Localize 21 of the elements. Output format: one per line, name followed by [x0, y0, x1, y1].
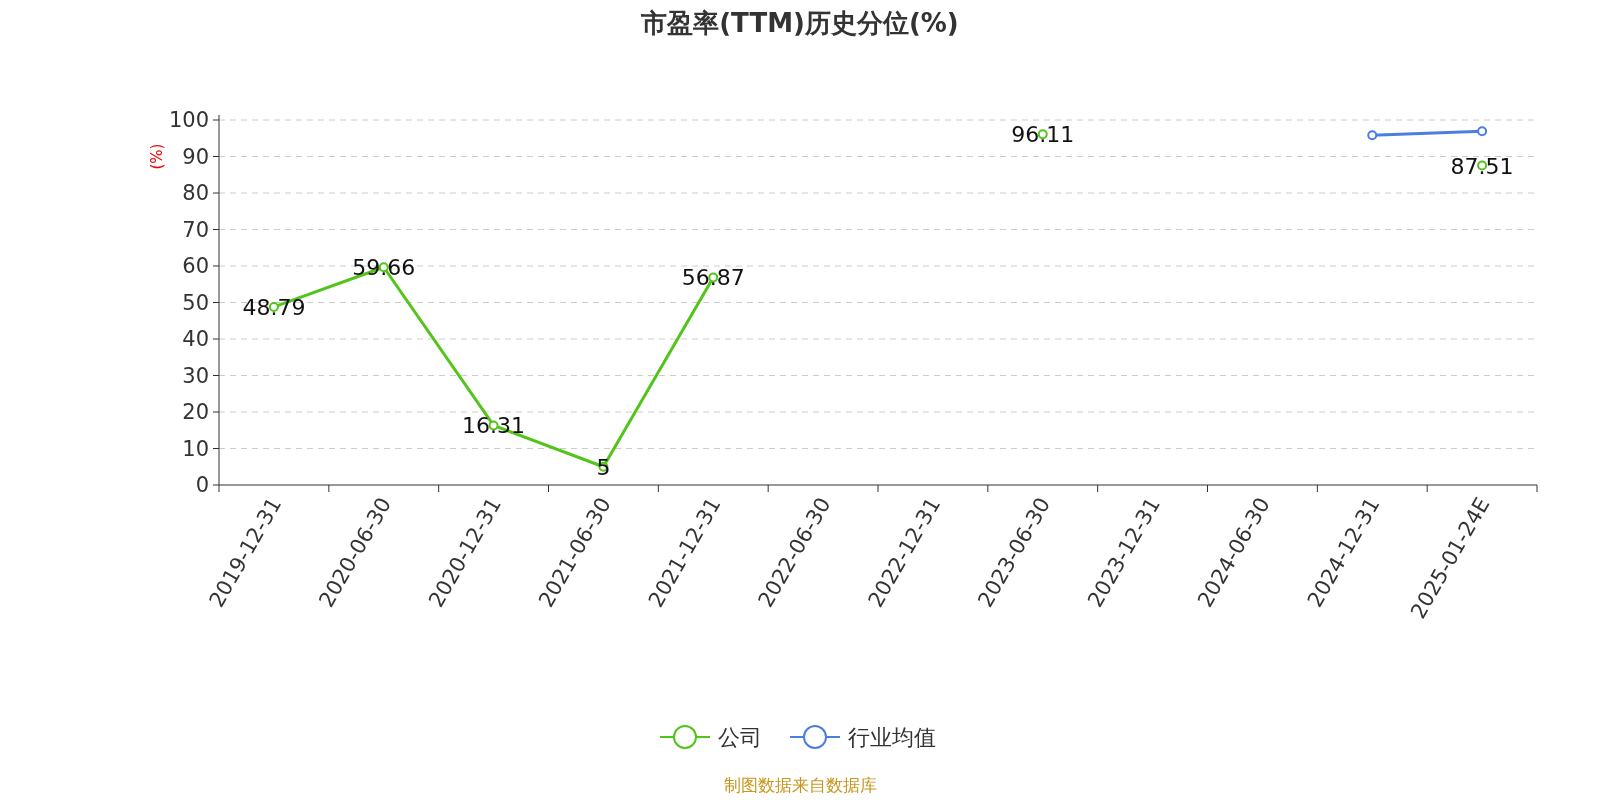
- point: [1367, 130, 1378, 141]
- point: [1477, 126, 1488, 137]
- data-label: 48.79: [242, 294, 306, 320]
- legend-label: 行业均值: [848, 725, 936, 750]
- legend-label: 公司: [718, 725, 762, 750]
- y-tick-label: 100: [168, 108, 209, 132]
- text: 制图数据来自数据库: [723, 775, 877, 795]
- data-label: 87.51: [1450, 153, 1514, 179]
- y-tick-label: 50: [182, 290, 209, 315]
- y-tick-label: 90: [182, 144, 209, 169]
- y-tick-label: 30: [182, 363, 209, 388]
- chart-title: 市盈率(TTM)历史分位(%): [640, 8, 959, 38]
- y-tick-label: 40: [182, 327, 209, 351]
- y-axis-title: (%): [148, 143, 166, 170]
- y-tick-label: 10: [182, 436, 209, 461]
- y-tick-label: 0: [195, 473, 209, 497]
- y-tick-label: 20: [182, 400, 209, 424]
- y-tick-label: 70: [182, 217, 209, 242]
- data-label: 96.11: [1011, 122, 1075, 148]
- y-tick-label: 80: [182, 181, 209, 205]
- y-tick-label: 60: [182, 254, 209, 278]
